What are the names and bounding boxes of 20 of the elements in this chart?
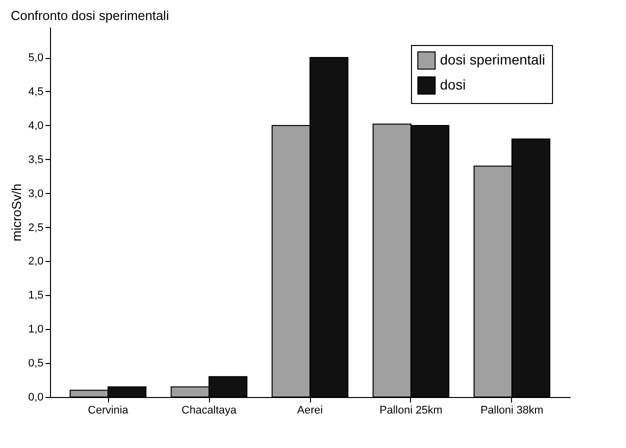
- legend-label: dosi: [440, 76, 466, 92]
- y-tick-label: 2,0: [28, 256, 44, 268]
- legend-label: dosi sperimentali: [440, 52, 546, 68]
- x-tick-label: Cervinia: [88, 404, 130, 416]
- y-tick-label: 1,0: [28, 324, 44, 336]
- x-tick-label: Chacaltaya: [182, 404, 238, 416]
- x-tick-label: Palloni 25km: [379, 404, 442, 416]
- y-tick-label: 3,0: [28, 188, 44, 200]
- y-tick-label: 0,5: [28, 358, 44, 370]
- x-tick-label: Aerei: [297, 404, 323, 416]
- y-tick-label: 2,5: [28, 222, 44, 234]
- y-tick-label: 0,0: [28, 392, 44, 404]
- y-tick-label: 4,5: [28, 86, 44, 98]
- chart-title: Confronto dosi sperimentali: [10, 8, 170, 23]
- y-axis-title: microSv/h: [9, 184, 24, 242]
- y-tick-label: 1,5: [28, 290, 44, 302]
- y-tick-label: 3,5: [28, 154, 44, 166]
- x-tick-label: Palloni 38km: [480, 404, 544, 416]
- y-tick-label: 5,0: [28, 52, 44, 64]
- y-tick-label: 4,0: [28, 120, 44, 132]
